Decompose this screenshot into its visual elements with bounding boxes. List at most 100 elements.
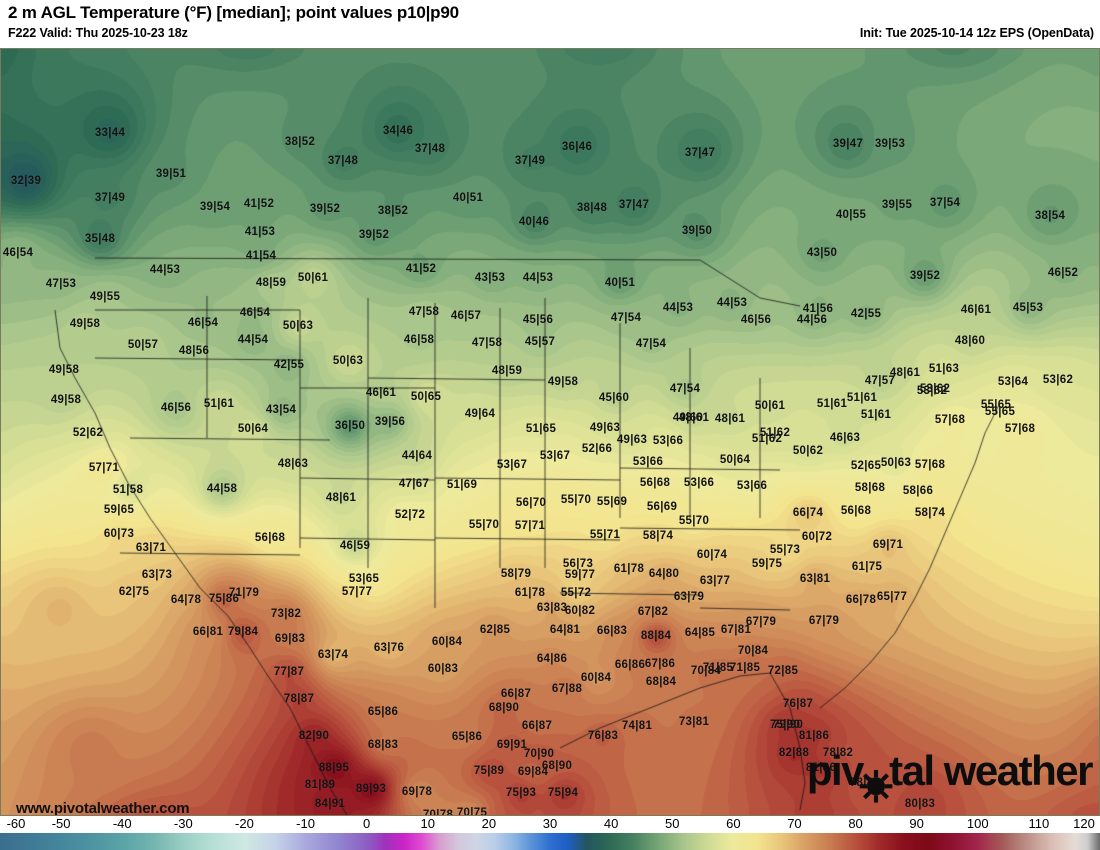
colorbar-tick: -60	[6, 816, 26, 831]
point-value-label: 37|47	[618, 199, 650, 211]
point-value-label: 53|67	[539, 450, 571, 462]
point-value-label: 71|85	[729, 662, 761, 674]
point-value-label: 57|71	[88, 462, 120, 474]
point-value-label: 52|66	[581, 443, 613, 455]
point-value-label: 48|61	[714, 413, 746, 425]
colorbar-tick: 10	[420, 816, 435, 831]
point-value-label: 65|77	[876, 591, 908, 603]
point-value-label: 41|52	[405, 263, 437, 275]
point-value-label: 47|54	[610, 312, 642, 324]
point-value-label: 55|70	[560, 494, 592, 506]
point-value-label: 74|81	[621, 720, 653, 732]
point-value-label: 63|74	[317, 649, 349, 661]
point-value-label: 57|68	[934, 414, 966, 426]
point-value-label: 51|61	[860, 409, 892, 421]
point-value-label: 63|79	[673, 591, 705, 603]
point-value-label: 47|54	[669, 383, 701, 395]
point-value-label: 62|75	[118, 586, 150, 598]
point-value-label: 50|62	[792, 445, 824, 457]
point-value-label: 53|66	[652, 435, 684, 447]
point-value-label: 67|81	[720, 624, 752, 636]
point-value-label: 56|69	[646, 501, 678, 513]
point-value-label: 39|56	[374, 416, 406, 428]
point-value-label: 81|86	[798, 730, 830, 742]
point-value-label: 75|90	[769, 719, 801, 731]
point-value-label: 68|84	[645, 676, 677, 688]
point-value-label: 69|91	[496, 739, 528, 751]
point-value-label: 84|91	[314, 798, 346, 810]
colorbar-tick: 120	[1073, 816, 1095, 831]
point-value-label: 66|87	[521, 720, 553, 732]
point-value-label: 39|52	[309, 203, 341, 215]
colorbar-tick: 30	[542, 816, 558, 831]
point-value-label: 55|71	[589, 529, 621, 541]
logo-text-part2: tal weather	[889, 747, 1093, 794]
point-value-label: 64|81	[549, 624, 581, 636]
point-value-label: 53|65	[348, 573, 380, 585]
temperature-map[interactable]: 33|44 32|39 37|49 39|51 39|54 41|52 35|48 41|53…	[0, 48, 1100, 816]
point-value-label: 60|83	[427, 663, 459, 675]
colorbar-tick-labels: -60 -50 -40 -30 -20 -10 0 10 20 30 40 50 60 70 80 90 100…	[0, 816, 1100, 833]
point-value-label: 45|60	[598, 392, 630, 404]
point-value-label: 66|86	[614, 659, 646, 671]
point-value-label: 46|54	[239, 307, 271, 319]
point-value-label: 32|39	[10, 175, 42, 187]
point-value-label: 56|73	[562, 558, 594, 570]
point-value-label: 46|61	[960, 304, 992, 316]
point-value-label: 40|51	[452, 192, 484, 204]
point-value-label: 51|62	[759, 427, 791, 439]
point-value-label: 37|48	[327, 155, 359, 167]
point-value-label: 48|60	[954, 335, 986, 347]
point-value-label: 55|73	[769, 544, 801, 556]
point-value-label: 44|56	[796, 314, 828, 326]
point-value-label: 58|68	[854, 482, 886, 494]
point-value-label: 69|71	[872, 539, 904, 551]
point-value-label: 61|78	[613, 563, 645, 575]
point-value-label: 53|62	[1042, 374, 1074, 386]
point-value-label: 75|94	[547, 787, 579, 799]
colorbar-tick: -10	[296, 816, 315, 831]
point-value-label: 89|93	[355, 783, 387, 795]
point-value-label: 48|59	[255, 277, 287, 289]
point-value-label: 55|69	[596, 496, 628, 508]
point-value-label: 77|87	[273, 666, 305, 678]
page-title: 2 m AGL Temperature (°F) [median]; point…	[8, 3, 459, 22]
point-value-label: 56|68	[254, 532, 286, 544]
colorbar-tick: 80	[848, 816, 863, 831]
point-value-label: 49|60	[672, 412, 704, 424]
point-value-label: 44|58	[206, 483, 238, 495]
point-value-label: 66|78	[845, 594, 877, 606]
point-value-label: 70|90	[523, 748, 555, 760]
colorbar-tick: 40	[603, 816, 619, 831]
point-value-label: 45|53	[1012, 302, 1044, 314]
point-value-label: 40|51	[604, 277, 636, 289]
point-value-label: 69|83	[274, 633, 306, 645]
point-value-label: 64|80	[648, 568, 680, 580]
logo-text-part1: piv	[806, 747, 865, 794]
point-value-label: 60|82	[564, 605, 596, 617]
point-value-label: 46|61	[365, 387, 397, 399]
point-value-label: 63|83	[536, 602, 568, 614]
point-value-label: 55|70	[678, 515, 710, 527]
point-value-label: 70|84	[737, 645, 769, 657]
point-value-label: 66|83	[596, 625, 628, 637]
point-value-label: 70|78	[422, 809, 454, 816]
colorbar-tick: 50	[664, 816, 680, 831]
point-value-label: 42|55	[273, 359, 305, 371]
point-value-label: 55|65	[984, 406, 1016, 418]
site-url-watermark: www.pivotalweather.com	[16, 800, 190, 816]
point-value-label: 36|50	[334, 420, 366, 432]
point-value-label: 78|82	[822, 747, 854, 759]
point-value-label: 50|61	[297, 272, 329, 284]
point-value-label: 66|87	[500, 688, 532, 700]
point-value-label: 49|63	[616, 434, 648, 446]
point-value-label: 36|46	[561, 141, 593, 153]
point-value-label: 49|64	[464, 408, 496, 420]
point-value-label: 50|61	[754, 400, 786, 412]
temperature-field-canvas	[0, 48, 1100, 816]
point-value-label: 49|55	[89, 291, 121, 303]
point-value-label: 52|72	[394, 509, 426, 521]
point-value-label: 46|57	[450, 310, 482, 322]
point-value-label: 52|62	[72, 427, 104, 439]
point-value-label: 55|72	[560, 587, 592, 599]
